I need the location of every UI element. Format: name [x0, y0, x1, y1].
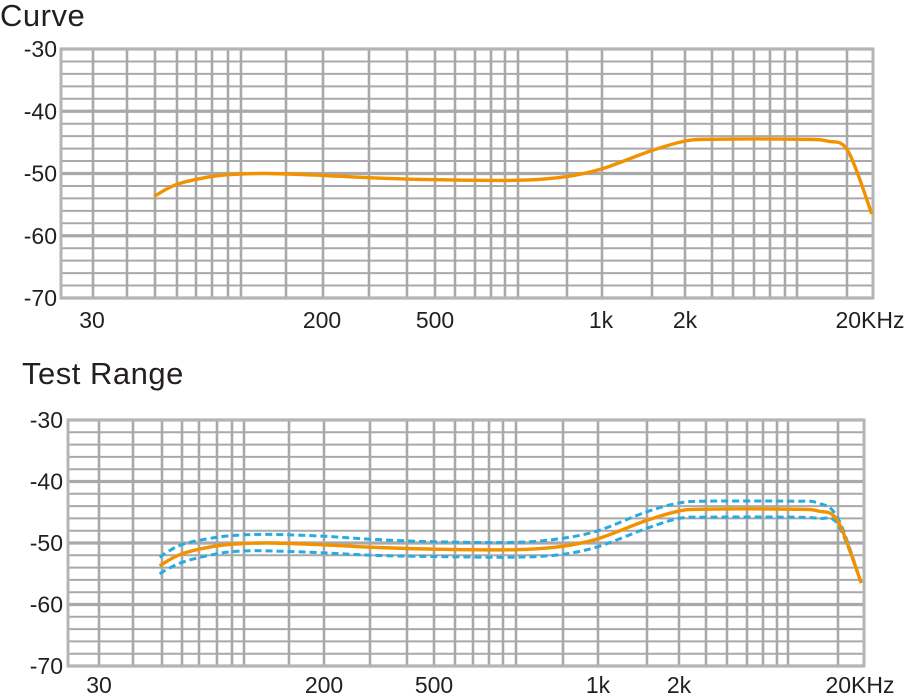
x-tick-label: 20KHz — [835, 307, 904, 333]
y-tick-label: -70 — [30, 653, 63, 679]
tolerance-range-line — [158, 515, 863, 584]
x-tick-label: 500 — [415, 672, 453, 694]
y-tick-label: -50 — [24, 161, 57, 187]
x-tick-label: 2k — [673, 307, 698, 333]
y-tick-label: -30 — [30, 407, 63, 433]
x-tick-label: 1k — [589, 307, 614, 333]
x-tick-label: 30 — [86, 672, 112, 694]
tolerance-range-line — [158, 499, 863, 584]
chart-1: -30 -40 -50 -60 -70 30 200 500 1k 2k 20KHz — [30, 407, 895, 694]
chart-0: -30 -40 -50 -60 -70 30 200 500 1k 2k 20KHz — [24, 36, 905, 333]
x-tick-label: 1k — [586, 672, 611, 694]
x-tick-label: 200 — [305, 672, 343, 694]
response-curve-line — [158, 507, 863, 584]
y-tick-label: -30 — [24, 36, 57, 62]
y-tick-label: -70 — [24, 285, 57, 311]
chart-title-test-range: Test Range — [22, 356, 184, 391]
y-tick-label: -60 — [30, 592, 63, 618]
y-tick-label: -40 — [24, 98, 57, 124]
x-tick-label: 20KHz — [825, 672, 894, 694]
y-tick-label: -40 — [30, 469, 63, 495]
plot-border — [66, 418, 866, 668]
chart-title-curve: Curve — [0, 0, 86, 33]
x-tick-label: 30 — [79, 307, 105, 333]
x-tick-label: 200 — [303, 307, 341, 333]
x-tick-label: 2k — [667, 672, 692, 694]
x-tick-label: 500 — [416, 307, 454, 333]
y-tick-label: -50 — [30, 530, 63, 556]
response-curve-line — [153, 137, 874, 215]
plot-border — [59, 47, 875, 300]
y-tick-label: -60 — [24, 223, 57, 249]
